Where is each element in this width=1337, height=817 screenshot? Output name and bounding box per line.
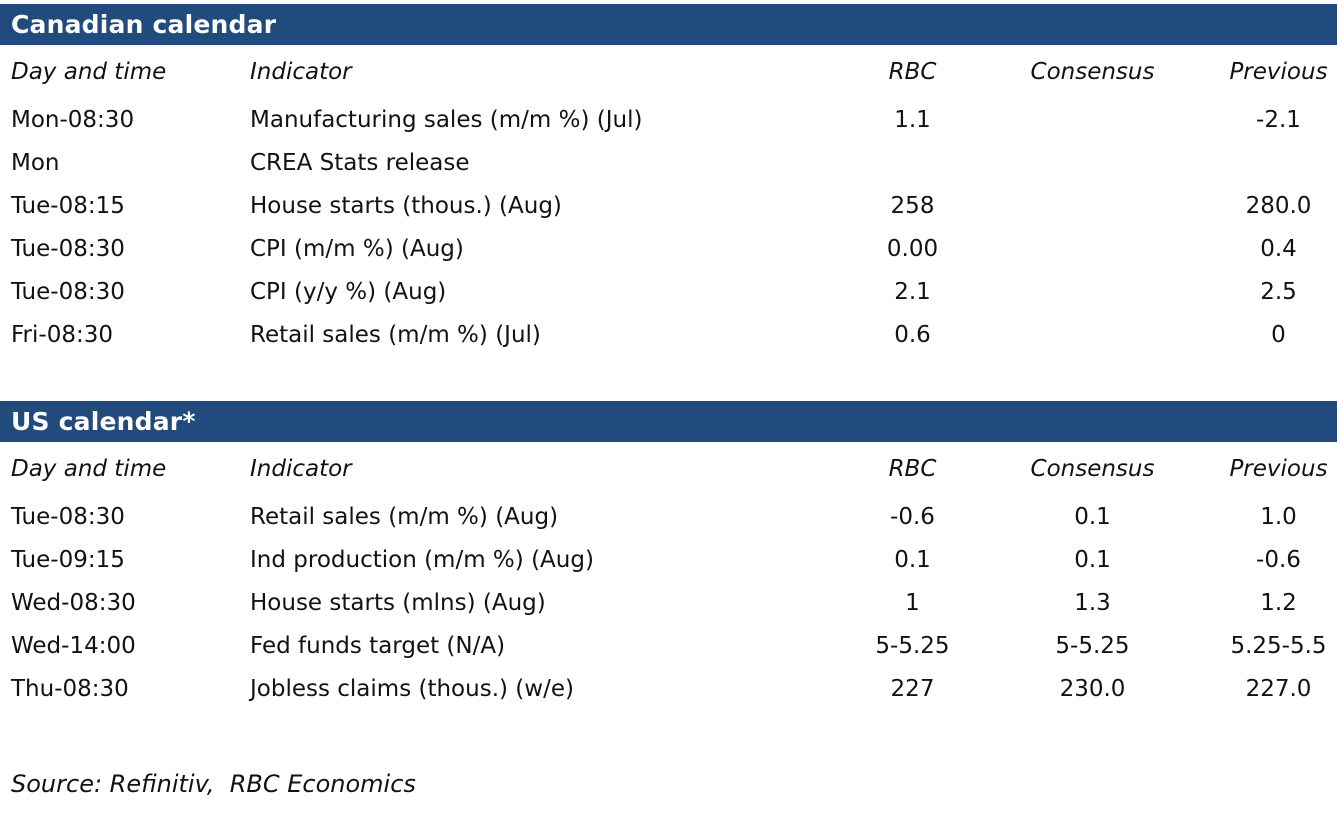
us-calendar-title-bar: US calendar* [0,401,1337,442]
cell-consensus [1005,313,1180,356]
cell-indicator: Retail sales (m/m %) (Aug) [250,503,559,530]
cell-day-and-time: Wed-08:30 [11,589,136,616]
cell-indicator: Ind production (m/m %) (Aug) [250,546,594,573]
cell-day-and-time: Tue-08:30 [11,503,125,530]
cell-indicator: House starts (mlns) (Aug) [250,589,546,616]
col-header-day-and-time: Day and time [11,58,167,85]
cell-previous: -0.6 [1256,546,1301,573]
cell-indicator: Jobless claims (thous.) (w/e) [250,675,574,702]
table-row: Wed-08:30 House starts (mlns) (Aug) 1 1.… [0,581,1337,624]
cell-consensus: 0.1 [1074,503,1111,530]
canadian-calendar-table: Day and time Indicator RBC Consensus Pre… [0,45,1337,356]
cell-day-and-time: Mon-08:30 [11,106,135,133]
col-header-rbc: RBC [888,58,937,85]
cell-previous: 2.5 [1260,278,1297,305]
cell-consensus [1005,270,1180,313]
col-header-previous: Previous [1229,455,1328,482]
canadian-calendar-title-bar: Canadian calendar [0,4,1337,45]
cell-day-and-time: Fri-08:30 [11,321,113,348]
cell-previous: 280.0 [1245,192,1312,219]
table-row: Tue-08:30 CPI (m/m %) (Aug) 0.00 0.4 [0,227,1337,270]
cell-previous: 0.4 [1260,235,1297,262]
cell-previous [1180,141,1337,184]
cell-previous: 227.0 [1245,675,1312,702]
cell-rbc: -0.6 [890,503,935,530]
table-row: Mon CREA Stats release [0,141,1337,184]
cell-day-and-time: Tue-08:15 [11,192,125,219]
table-row: Tue-08:30 CPI (y/y %) (Aug) 2.1 2.5 [0,270,1337,313]
cell-rbc: 258 [890,192,935,219]
economic-calendar-page: Canadian calendar Day and time Indicator… [0,4,1337,798]
cell-consensus [1005,227,1180,270]
table-row: Wed-14:00 Fed funds target (N/A) 5-5.25 … [0,624,1337,667]
col-header-rbc: RBC [888,455,937,482]
us-calendar-section: US calendar* Day and time Indicator RBC … [0,401,1337,710]
cell-previous: 1.0 [1260,503,1297,530]
table-row: Tue-09:15 Ind production (m/m %) (Aug) 0… [0,538,1337,581]
table-header-row: Day and time Indicator RBC Consensus Pre… [0,45,1337,98]
cell-consensus [1005,141,1180,184]
cell-rbc: 0.6 [894,321,931,348]
cell-consensus [1005,184,1180,227]
col-header-consensus: Consensus [1030,58,1155,85]
cell-indicator: House starts (thous.) (Aug) [250,192,562,219]
table-header-row: Day and time Indicator RBC Consensus Pre… [0,442,1337,495]
col-header-previous: Previous [1229,58,1328,85]
us-calendar-title: US calendar* [11,407,196,436]
table-row: Tue-08:15 House starts (thous.) (Aug) 25… [0,184,1337,227]
cell-consensus: 230.0 [1059,675,1126,702]
table-row: Tue-08:30 Retail sales (m/m %) (Aug) -0.… [0,495,1337,538]
cell-rbc [820,141,1005,184]
canadian-calendar-title: Canadian calendar [11,10,277,39]
cell-rbc: 1 [905,589,920,616]
cell-rbc: 2.1 [894,278,931,305]
table-row: Thu-08:30 Jobless claims (thous.) (w/e) … [0,667,1337,710]
cell-rbc: 227 [890,675,935,702]
cell-day-and-time: Wed-14:00 [11,632,136,659]
cell-day-and-time: Tue-09:15 [11,546,125,573]
cell-consensus [1005,98,1180,141]
cell-indicator: CPI (m/m %) (Aug) [250,235,464,262]
canadian-calendar-section: Canadian calendar Day and time Indicator… [0,4,1337,356]
cell-indicator: Manufacturing sales (m/m %) (Jul) [250,106,643,133]
table-row: Mon-08:30 Manufacturing sales (m/m %) (J… [0,98,1337,141]
cell-previous: 1.2 [1260,589,1297,616]
cell-day-and-time: Mon [11,149,60,176]
cell-indicator: Fed funds target (N/A) [250,632,506,659]
cell-previous: 0 [1271,321,1286,348]
cell-rbc: 5-5.25 [875,632,950,659]
cell-consensus: 1.3 [1074,589,1111,616]
cell-day-and-time: Thu-08:30 [11,675,129,702]
col-header-consensus: Consensus [1030,455,1155,482]
col-header-indicator: Indicator [250,58,352,85]
cell-indicator: Retail sales (m/m %) (Jul) [250,321,541,348]
cell-rbc: 0.1 [894,546,931,573]
cell-day-and-time: Tue-08:30 [11,278,125,305]
cell-consensus: 5-5.25 [1055,632,1130,659]
cell-previous: -2.1 [1256,106,1301,133]
col-header-indicator: Indicator [250,455,352,482]
col-header-day-and-time: Day and time [11,455,167,482]
cell-indicator: CPI (y/y %) (Aug) [250,278,447,305]
cell-previous: 5.25-5.5 [1230,632,1327,659]
us-calendar-table: Day and time Indicator RBC Consensus Pre… [0,442,1337,710]
cell-day-and-time: Tue-08:30 [11,235,125,262]
table-row: Fri-08:30 Retail sales (m/m %) (Jul) 0.6… [0,313,1337,356]
cell-consensus: 0.1 [1074,546,1111,573]
cell-rbc: 0.00 [886,235,939,262]
cell-indicator: CREA Stats release [250,149,470,176]
source-note: Source: Refinitiv, RBC Economics [11,770,416,798]
cell-rbc: 1.1 [894,106,931,133]
